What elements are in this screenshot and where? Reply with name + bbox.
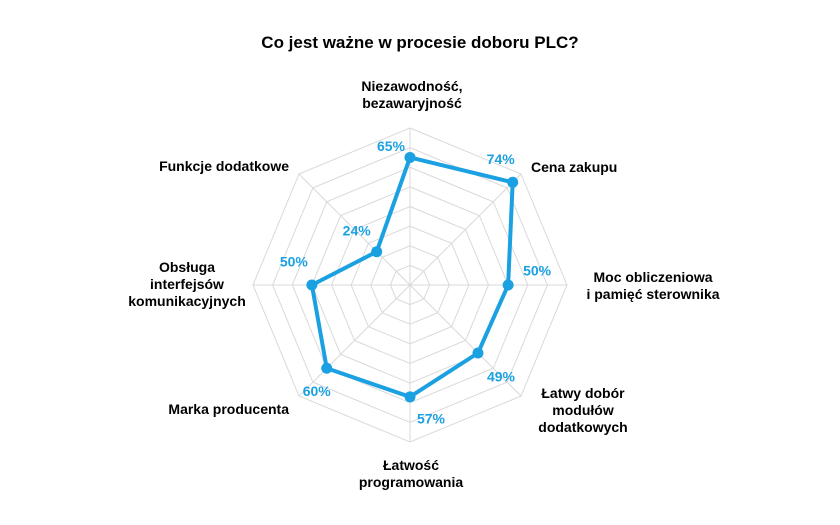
category-label-5: Marka producenta xyxy=(168,401,289,417)
value-label-5: 60% xyxy=(303,383,332,399)
radar-series xyxy=(306,151,519,403)
category-label-3: Łatwy dobór modułów dodatkowych xyxy=(538,385,627,435)
data-point-5 xyxy=(321,362,333,374)
value-label-4: 57% xyxy=(417,411,446,427)
category-label-1: Cena zakupu xyxy=(531,159,617,175)
value-label-2: 50% xyxy=(523,263,552,279)
data-point-3 xyxy=(472,347,484,359)
category-label-2: Moc obliczeniowa i pamięć sterownika xyxy=(586,269,719,302)
value-label-0: 65% xyxy=(377,138,406,154)
radar-grid xyxy=(252,127,568,443)
grid-spoke-1 xyxy=(409,173,522,286)
value-labels: 65% 74% 50% 49% 57% 60% 50% 24% xyxy=(280,138,552,426)
data-point-2 xyxy=(502,279,514,291)
data-point-6 xyxy=(306,279,318,291)
value-label-7: 24% xyxy=(343,222,372,238)
category-labels: Niezawodność, bezawaryjność Cena zakupu Moc… xyxy=(128,78,719,490)
data-point-0 xyxy=(404,151,416,163)
category-label-6: Obsługa interfejsów komunikacyjnych xyxy=(128,259,246,309)
category-label-7: Funkcje dodatkowe xyxy=(159,158,289,174)
data-point-7 xyxy=(371,246,383,258)
category-label-0: Niezawodność, bezawaryjność xyxy=(361,78,462,111)
category-label-4: Łatwość programowania xyxy=(359,457,463,490)
value-label-3: 49% xyxy=(487,369,516,385)
data-point-4 xyxy=(404,391,416,403)
chart-title: Co jest ważne w procesie doboru PLC? xyxy=(261,33,579,52)
grid-spoke-5 xyxy=(298,284,411,397)
series-line xyxy=(309,155,515,399)
grid-spoke-3 xyxy=(409,284,522,397)
data-point-1 xyxy=(507,176,519,188)
value-label-6: 50% xyxy=(280,254,309,270)
grid-spoke-7 xyxy=(298,173,411,286)
value-label-1: 74% xyxy=(487,151,516,167)
